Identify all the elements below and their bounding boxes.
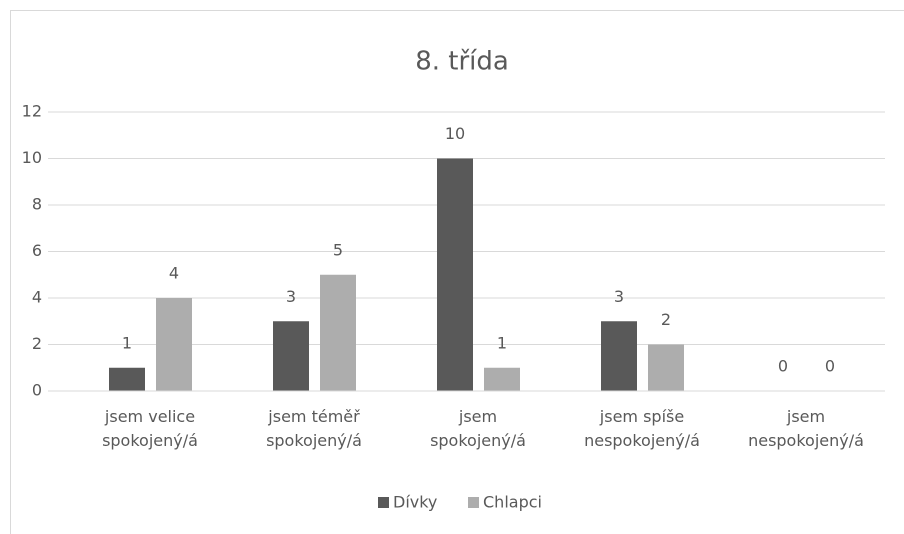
bar	[648, 344, 684, 391]
y-tick-label: 10	[22, 148, 42, 167]
bar	[109, 367, 145, 391]
data-label: 0	[778, 357, 788, 376]
data-label: 3	[614, 287, 624, 306]
y-tick-label: 6	[32, 241, 42, 260]
data-label: 3	[286, 287, 296, 306]
legend-swatch	[378, 497, 389, 508]
x-tick-label: jsem velice spokojený/á	[102, 407, 198, 450]
bar	[437, 158, 473, 391]
x-tick-label: jsem nespokojený/á	[748, 407, 864, 450]
data-label: 1	[122, 333, 132, 352]
bar	[320, 274, 356, 391]
data-label: 4	[169, 264, 179, 283]
y-tick-label: 4	[32, 288, 42, 307]
legend-label: Dívky	[393, 493, 437, 512]
y-tick-label: 12	[22, 102, 42, 121]
x-tick-label: jsem spokojený/á	[430, 407, 526, 450]
bar	[601, 321, 637, 391]
chart-title: 8. třída	[415, 47, 509, 77]
data-label: 0	[825, 357, 835, 376]
bar	[156, 298, 192, 391]
x-tick-label: jsem téměř spokojený/á	[266, 407, 362, 450]
bar	[484, 367, 520, 391]
data-label: 2	[661, 310, 671, 329]
legend-swatch	[468, 497, 479, 508]
y-tick-label: 0	[32, 381, 42, 400]
data-label: 1	[497, 333, 507, 352]
data-label: 10	[445, 124, 465, 143]
x-tick-label: jsem spíše nespokojený/á	[584, 407, 700, 450]
y-tick-label: 2	[32, 334, 42, 353]
data-label: 5	[333, 240, 343, 259]
legend-label: Chlapci	[483, 493, 542, 512]
y-tick-label: 8	[32, 195, 42, 214]
bar	[273, 321, 309, 391]
